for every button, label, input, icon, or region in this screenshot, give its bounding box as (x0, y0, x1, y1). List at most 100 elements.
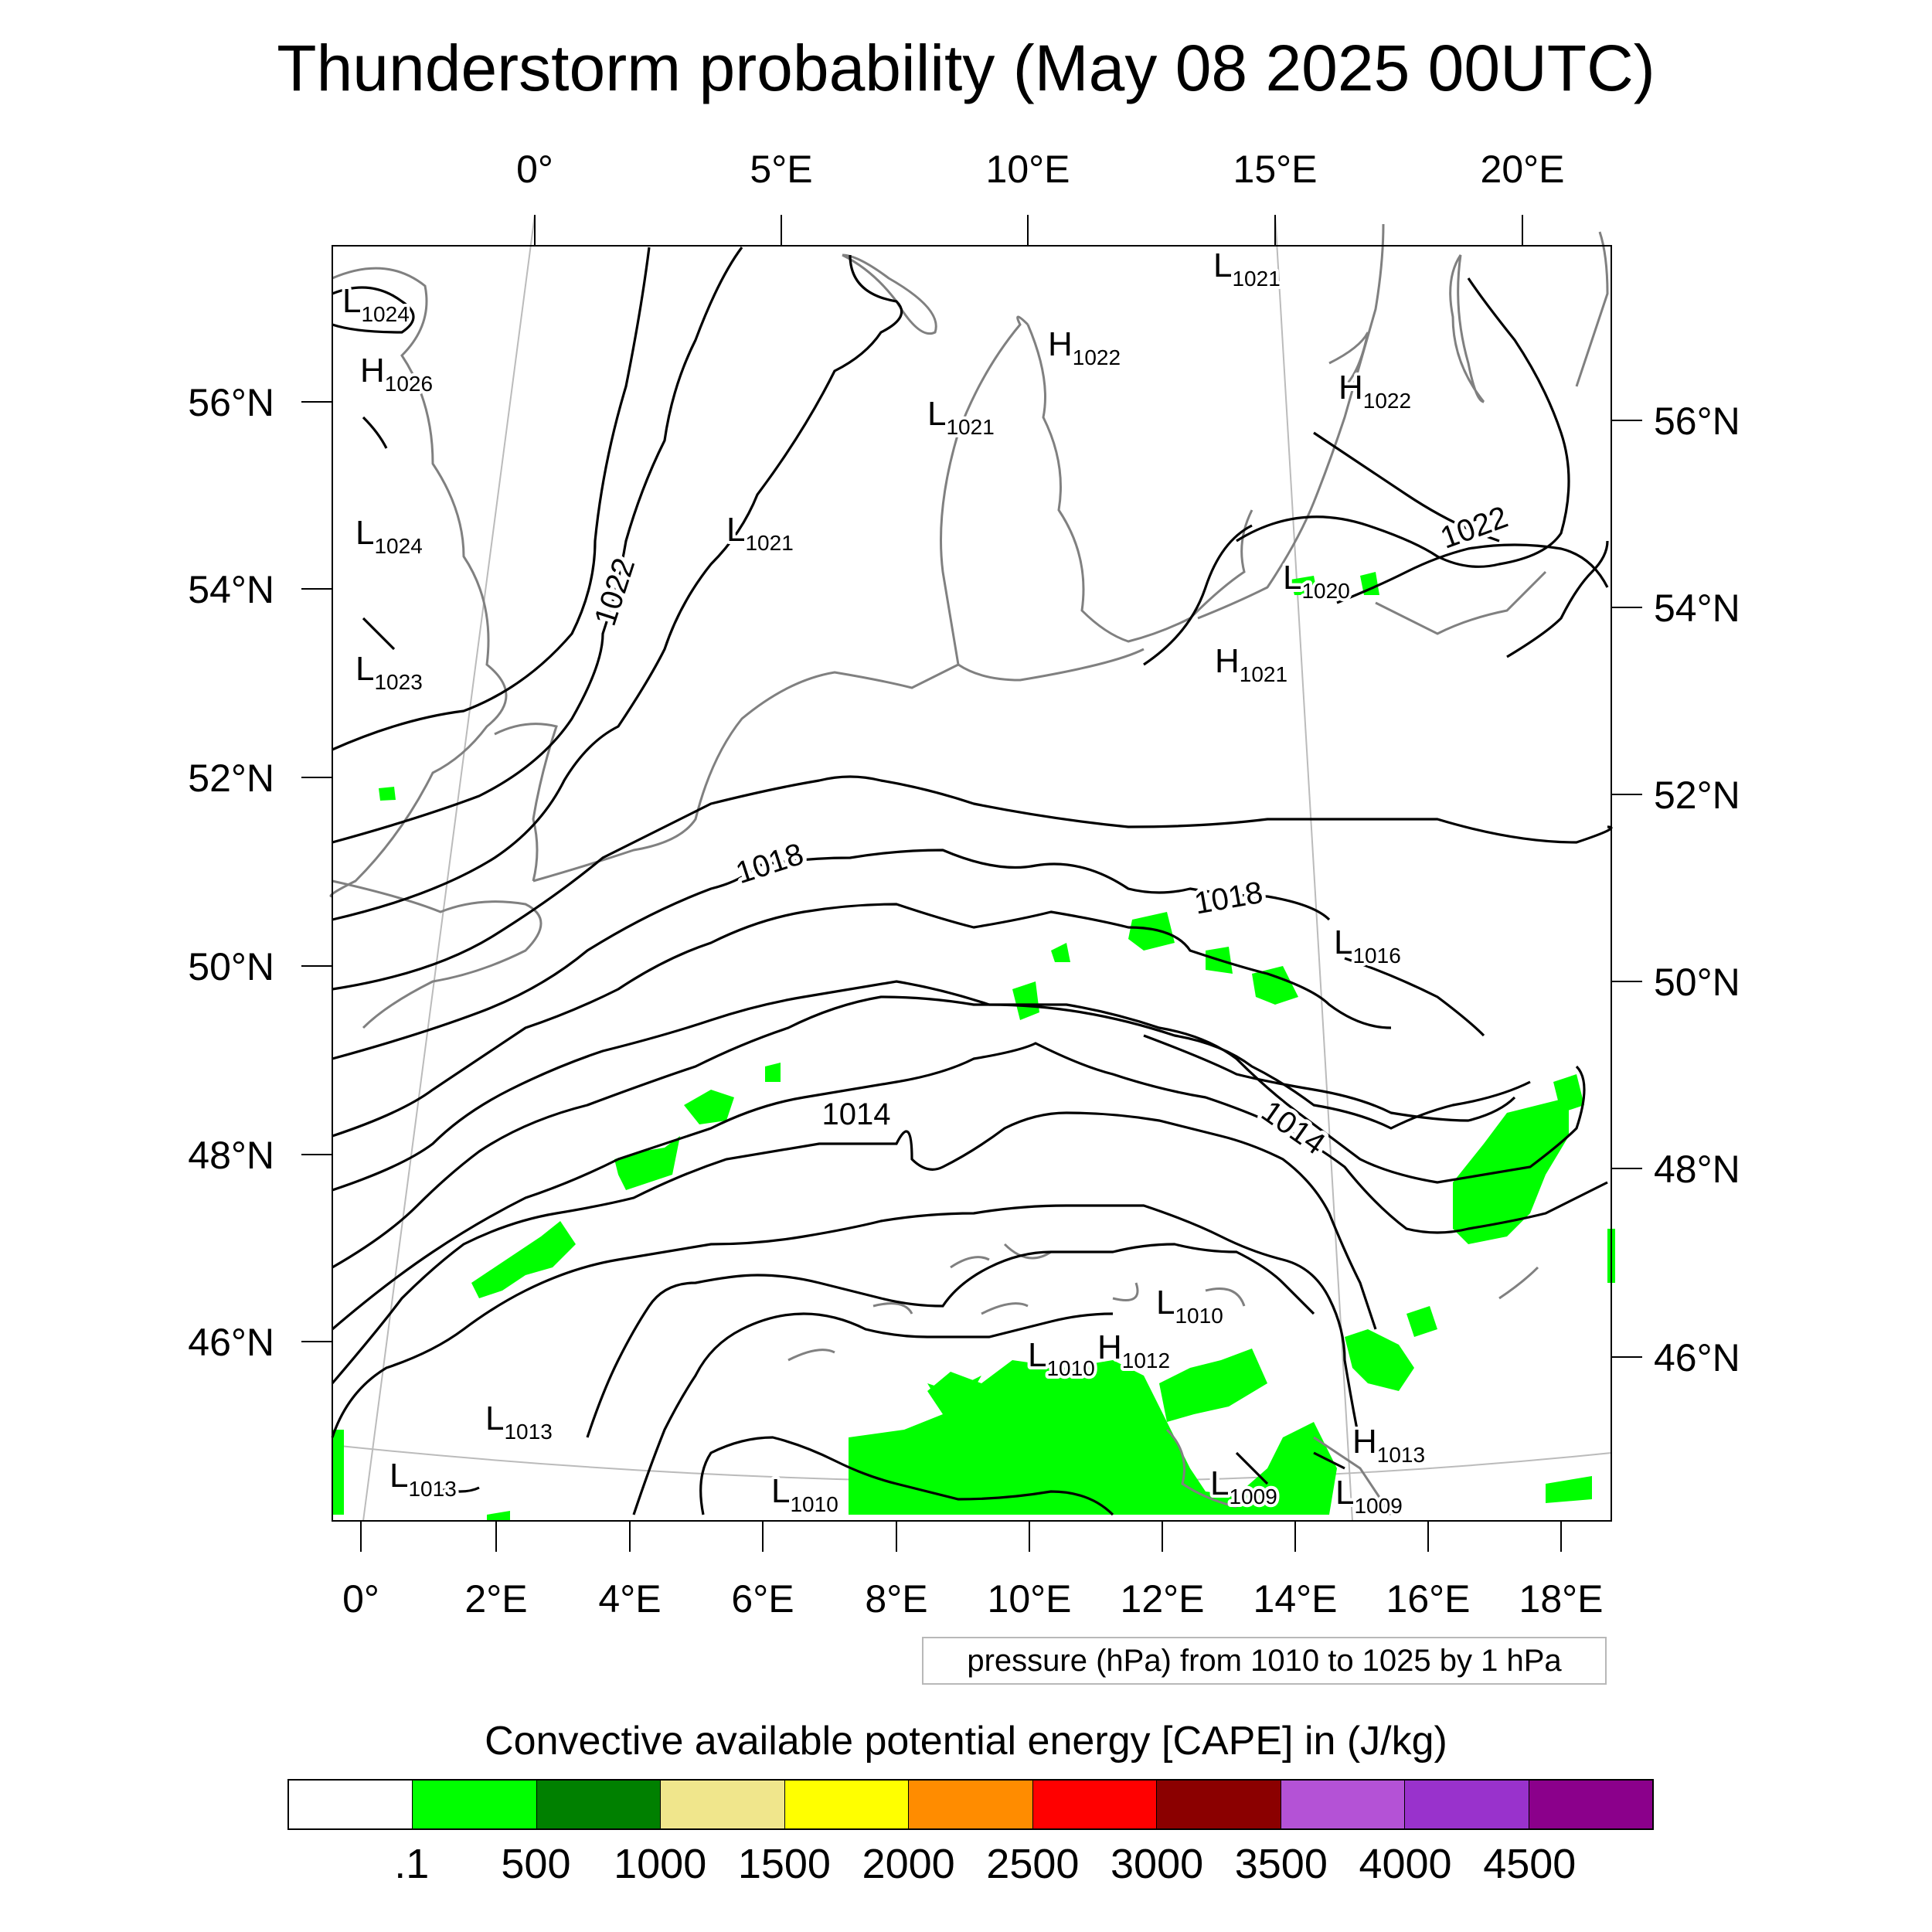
coastline (332, 879, 543, 1029)
coastline (1375, 570, 1547, 635)
pressure-center: L1010 (1028, 1336, 1095, 1380)
cape-title: Convective available potential energy [C… (485, 1719, 1447, 1764)
isobar (331, 1111, 1377, 1385)
right-lat-labels: 56°N 54°N 52°N 50°N 48°N 46°N (1654, 400, 1740, 1379)
right-lat-label: 46°N (1654, 1336, 1740, 1379)
isobar (362, 416, 388, 449)
cape-area (1553, 1074, 1584, 1113)
pressure-center: L1009 (1335, 1474, 1403, 1518)
coastline (787, 1349, 835, 1362)
pressure-center: L1013 (389, 1457, 457, 1501)
coastline (842, 253, 937, 335)
bottom-lon-label: 14°E (1253, 1577, 1338, 1621)
cape-area (1159, 1349, 1267, 1422)
bottom-lon-label: 2°E (464, 1577, 527, 1621)
colorbar-label: 2500 (986, 1841, 1080, 1887)
bottom-lon-label: 10°E (988, 1577, 1072, 1621)
colorbar-swatch (413, 1781, 537, 1828)
pressure-center: L1024 (342, 282, 410, 326)
pressure-center: H1013 (1352, 1423, 1425, 1467)
isobar (1506, 540, 1609, 658)
coastline (957, 648, 1145, 682)
pressure-center: L1023 (355, 650, 423, 694)
colorbar-swatch (784, 1781, 910, 1828)
right-lat-label: 52°N (1654, 774, 1740, 817)
top-lon-labels: 0° 5°E 10°E 15°E 20°E (516, 148, 1564, 191)
cape-area (1291, 576, 1318, 595)
left-lat-label: 48°N (188, 1134, 274, 1177)
pressure-centers: L1024 H1026 L1024 L1023 L1021 L1021 H102… (339, 243, 1428, 1521)
coastline (1328, 332, 1369, 388)
cape-area (684, 1090, 734, 1124)
pressure-center: L1009 (1210, 1464, 1277, 1509)
isobar (699, 1436, 1114, 1516)
colorbar-swatch (1529, 1781, 1652, 1828)
pressure-center: L1024 (355, 514, 423, 558)
cape-area (471, 1221, 576, 1298)
bottom-lon-label: 18°E (1519, 1577, 1604, 1621)
coastline (532, 315, 1029, 883)
left-lat-label: 50°N (188, 945, 274, 988)
cape-area (1012, 981, 1039, 1020)
cape-area (927, 1376, 981, 1403)
coastline (329, 267, 508, 898)
coastline (1026, 324, 1253, 643)
cape-area (1345, 1329, 1414, 1391)
pressure-info-box: pressure (hPa) from 1010 to 1025 by 1 hP… (922, 1637, 1607, 1685)
isobar (331, 1204, 1362, 1446)
isobar (332, 775, 1613, 991)
coastline (872, 1302, 913, 1315)
colorbar-label: 1000 (614, 1841, 707, 1887)
pressure-center: H1012 (1097, 1328, 1170, 1372)
right-lat-label: 48°N (1654, 1148, 1740, 1191)
isobar (332, 247, 743, 844)
colorbar-swatch (1405, 1781, 1529, 1828)
coastline (494, 723, 558, 882)
chart-title: Thunderstorm probability (May 08 2025 00… (277, 32, 1655, 104)
pressure-center: L1016 (1334, 923, 1401, 968)
pressure-center: L1021 (726, 511, 794, 555)
axis-ticks (301, 215, 1642, 1552)
pressure-center: L1021 (1213, 247, 1281, 291)
cape-area (1051, 943, 1070, 962)
cape-area (332, 1430, 344, 1515)
isobar-label: 1014 (822, 1097, 891, 1131)
bottom-lon-label: 12°E (1121, 1577, 1205, 1621)
cape-area (1252, 966, 1298, 1005)
coastline (1498, 1266, 1539, 1300)
colorbar-label: 4000 (1359, 1841, 1452, 1887)
isobar (1143, 524, 1253, 666)
isobar (586, 1243, 1315, 1438)
cape-area (1360, 572, 1379, 595)
colorbar-label: 3000 (1111, 1841, 1204, 1887)
isobar (362, 617, 396, 651)
cape-area (1406, 1306, 1437, 1337)
cape-area (849, 1360, 1337, 1515)
top-lon-label: 15°E (1233, 148, 1318, 191)
isobars (331, 247, 1613, 1516)
isobar (1236, 277, 1570, 568)
map-frame (332, 245, 1612, 1522)
colorbar-swatch (1281, 1781, 1406, 1828)
coastline (1112, 1282, 1139, 1301)
pressure-center: L1020 (1283, 559, 1350, 603)
isobar (332, 849, 1331, 1060)
isobar (1235, 1451, 1269, 1485)
bottom-lon-label: 0° (342, 1577, 379, 1621)
bottom-lon-label: 16°E (1386, 1577, 1471, 1621)
colorbar-label: 500 (501, 1841, 571, 1887)
isobar (1344, 957, 1485, 1037)
right-lat-label: 54°N (1654, 587, 1740, 630)
coastlines (329, 223, 1609, 1515)
left-lat-label: 56°N (188, 381, 274, 424)
coastline (1449, 254, 1485, 403)
colorbar-swatch (536, 1781, 662, 1828)
isobar (1336, 543, 1609, 604)
cape-area (487, 1511, 510, 1521)
pressure-center: H1022 (1048, 325, 1121, 369)
colorbar-swatch (289, 1781, 413, 1828)
isobar (332, 247, 651, 751)
colorbar-labels: .1 500 1000 1500 2000 2500 3000 3500 4000 4500 (0, 1839, 1932, 1893)
left-lat-labels: 56°N 54°N 52°N 50°N 48°N 46°N (188, 381, 274, 1364)
colorbar-swatch (1032, 1781, 1158, 1828)
